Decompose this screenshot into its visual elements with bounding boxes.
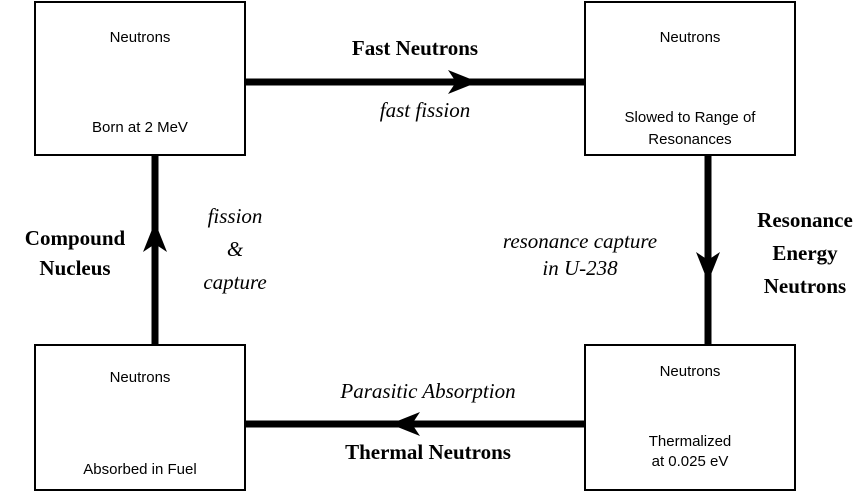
edge-label: Thermal Neutrons [345, 440, 511, 464]
edge-process: & [227, 237, 244, 261]
arrowhead [696, 252, 720, 282]
edge-process: fission [208, 204, 263, 228]
edge-label: Nucleus [39, 256, 110, 280]
node: Neutrons Thermalized at 0.025 eV [584, 344, 796, 491]
edge-label: Compound [25, 226, 126, 250]
node-box [584, 344, 796, 491]
node-text: Thermalized [649, 433, 732, 450]
edge-process: in U-238 [542, 256, 618, 280]
node-box [34, 1, 246, 156]
edge-process: capture [203, 270, 266, 294]
edge-process: resonance capture [503, 229, 657, 253]
edge-label: Energy [772, 241, 838, 265]
edge-label: Fast Neutrons [352, 36, 478, 60]
connectors [151, 78, 712, 428]
node-title: Neutrons [110, 369, 171, 386]
node-title: Neutrons [660, 29, 721, 46]
arrowhead [448, 70, 478, 94]
edge-label: Neutrons [764, 274, 846, 298]
node-text: Resonances [648, 131, 731, 148]
node: Neutrons Absorbed in Fuel [34, 344, 246, 491]
node-box [34, 344, 246, 491]
node-title: Neutrons [660, 363, 721, 380]
node-text: Born at 2 MeV [92, 119, 188, 136]
arrowheads [143, 70, 720, 436]
edge-process: fast fission [380, 98, 470, 122]
edge-label: Resonance [757, 208, 853, 232]
node-box [584, 1, 796, 156]
node-text: at 0.025 eV [652, 453, 729, 470]
arrowhead [390, 412, 420, 436]
arrowhead [143, 222, 167, 252]
node-title: Neutrons [110, 29, 171, 46]
node: Neutrons Born at 2 MeV [34, 1, 246, 156]
edge-process: Parasitic Absorption [339, 379, 515, 403]
node-text: Absorbed in Fuel [83, 461, 196, 478]
node: Neutrons Slowed to Range of Resonances [584, 1, 796, 156]
node-text: Slowed to Range of [625, 109, 757, 126]
